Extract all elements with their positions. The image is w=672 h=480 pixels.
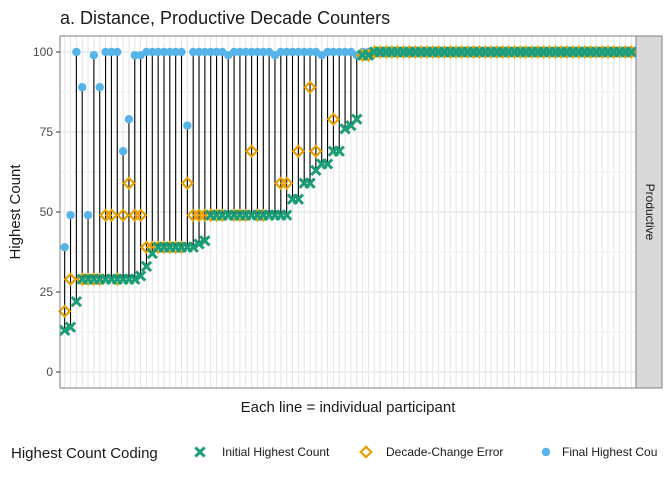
y-axis: 0 25 50 75 100 [33,45,60,379]
final-count-point [276,47,286,57]
legend-label-decade: Decade-Change Error [386,445,503,459]
legend-decade-icon [359,445,373,459]
legend-items: Initial Highest Count Decade-Change Error… [194,445,657,459]
y-tick-label: 25 [40,285,54,299]
final-count-point [229,47,239,57]
initial-count-point [134,270,147,282]
initial-count-point [281,209,293,221]
final-count-point [83,211,93,220]
final-count-point [148,47,157,57]
initial-count-point [339,123,351,135]
participant-lines [64,52,369,331]
y-tick-label: 0 [46,365,53,379]
final-count-point [142,47,151,57]
decade-error-point [133,208,148,222]
final-count-point [294,47,303,57]
decade-error-point [116,208,130,222]
final-count-point [329,47,338,57]
initial-highest-count-series [59,46,637,337]
chart-title: a. Distance, Productive Decade Counters [60,8,390,28]
final-count-point [212,47,221,57]
legend-label-final: Final Highest Cou [562,445,657,459]
final-count-point [241,47,250,57]
final-count-point [130,51,139,60]
final-count-point [66,211,75,220]
final-count-point [183,121,192,130]
final-count-point [171,47,180,57]
final-count-point [206,47,215,57]
initial-count-point [187,241,199,253]
final-count-point [77,83,87,92]
final-count-point [235,47,245,57]
final-count-point [323,47,332,57]
final-count-point [101,47,110,57]
initial-count-point [70,295,83,308]
final-count-point [113,47,122,57]
y-axis-title: Highest Count [7,164,24,260]
initial-count-point [193,238,205,250]
initial-count-point [304,177,316,189]
initial-count-point [199,235,211,247]
final-count-point [305,47,315,57]
final-count-point [299,47,309,57]
final-count-point [72,47,81,57]
final-count-point [200,47,210,57]
decade-error-point [279,176,294,190]
final-count-point [118,147,128,156]
x-axis-title: Each line = individual participant [241,399,457,416]
final-count-point [259,47,268,57]
initial-count-point [362,49,375,61]
final-count-point [340,47,350,57]
final-count-point [95,83,104,92]
initial-count-point [625,46,637,58]
legend-initial-icon [194,446,206,458]
initial-count-point [140,260,153,273]
final-count-point [177,47,186,57]
y-tick-label: 75 [40,125,54,139]
final-count-point [159,47,169,57]
final-count-point [60,243,69,252]
facet-strip-background [635,35,663,389]
final-count-point [335,47,344,57]
plot-panel [57,35,639,389]
decade-error-point [63,272,78,286]
facet-strip: Productive [635,35,663,389]
facet-strip-label: Productive [643,184,657,241]
final-count-point [165,47,175,57]
y-tick-label: 50 [40,205,54,219]
final-count-point [253,47,262,57]
final-count-point [282,47,291,57]
initial-count-point [64,321,77,333]
initial-count-point [321,158,334,170]
legend-title: Highest Count Coding [11,445,158,462]
legend-final-icon [541,447,551,457]
final-count-point [194,47,204,57]
legend: Highest Count Coding Initial Highest Cou… [11,445,657,462]
final-count-point [153,47,163,57]
decade-error-point [244,144,259,158]
decade-error-point [303,80,317,94]
final-count-point [288,47,297,57]
initial-count-point [59,324,71,337]
decade-error-point [326,112,341,126]
initial-count-point [351,113,363,125]
decade-error-point [291,144,306,158]
decade-error-point [309,144,323,158]
final-count-point [247,47,256,57]
final-count-point [107,47,116,57]
final-count-point [188,47,198,57]
final-count-point [89,51,99,60]
initial-count-point [292,193,305,205]
decade-error-point [122,176,136,190]
decade-error-point [57,304,72,318]
y-tick-label: 100 [33,45,53,59]
decade-error-point [180,176,195,190]
decade-error-point [104,208,119,222]
final-count-point [124,115,134,124]
legend-label-initial: Initial Highest Count [222,445,330,459]
initial-count-point [129,273,141,285]
initial-count-point [333,145,345,157]
